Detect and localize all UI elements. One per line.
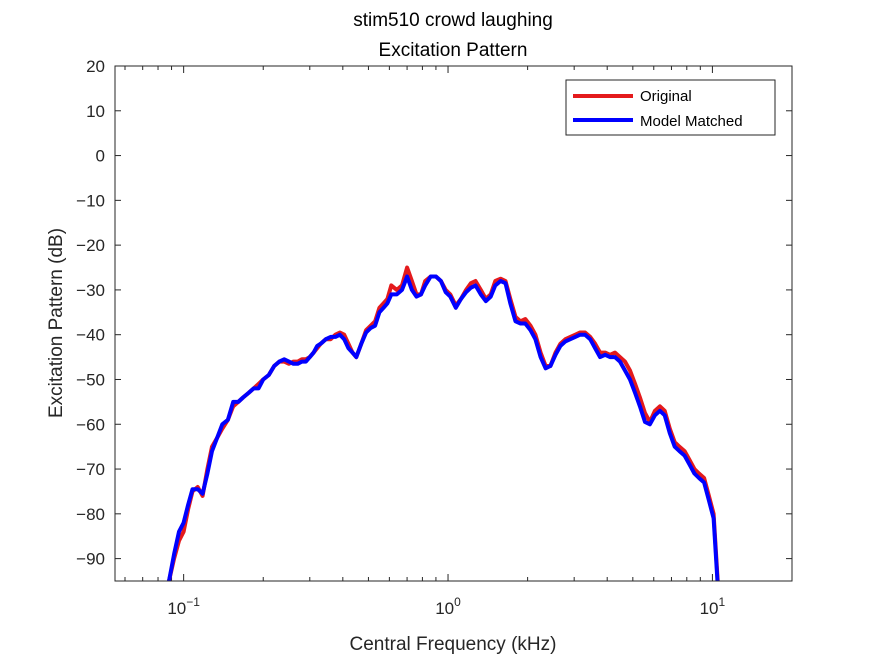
y-tick-labels: 20 10 0 −10 −20 −30 −40 −50 −60 −70 −80 −90 (76, 57, 105, 569)
x-tick-label: 10−1 (167, 595, 200, 618)
x-tick-base: 10 (435, 599, 454, 618)
y-tick-label: −10 (76, 191, 105, 210)
y-tick-label: 20 (86, 57, 105, 76)
x-tick-exponent: 0 (454, 595, 461, 609)
legend: Original Model Matched (565, 79, 776, 136)
x-tick-label: 100 (435, 595, 461, 618)
x-tick-labels: 10−1 100 101 (167, 595, 725, 618)
y-tick-label: −90 (76, 550, 105, 569)
x-tick-base: 10 (167, 599, 186, 618)
x-axis-label: Central Frequency (kHz) (350, 634, 557, 655)
y-tick-label: −20 (76, 236, 105, 255)
legend-label-model-matched: Model Matched (640, 113, 743, 130)
y-tick-label: −40 (76, 326, 105, 345)
chart-title: stim510 crowd laughing (353, 10, 553, 31)
y-tick-label: −30 (76, 281, 105, 300)
chart-subtitle: Excitation Pattern (379, 40, 528, 61)
y-tick-label: −70 (76, 460, 105, 479)
x-tick-exponent: 1 (719, 595, 726, 609)
x-tick-exponent: −1 (186, 595, 200, 609)
plot-frame (114, 65, 793, 582)
y-tick-label: −50 (76, 370, 105, 389)
plot-area (115, 66, 792, 581)
y-tick-label: 10 (86, 102, 105, 121)
y-tick-label: 0 (96, 147, 105, 166)
y-tick-label: −80 (76, 505, 105, 524)
y-axis-label: Excitation Pattern (dB) (46, 228, 67, 418)
x-tick-label: 101 (700, 595, 726, 618)
series-line-model-matched (167, 274, 720, 581)
x-tick-base: 10 (700, 599, 719, 618)
y-tick-label: −60 (76, 415, 105, 434)
legend-label-original: Original (640, 88, 692, 105)
legend-box (565, 79, 776, 136)
series-lines (167, 265, 720, 581)
